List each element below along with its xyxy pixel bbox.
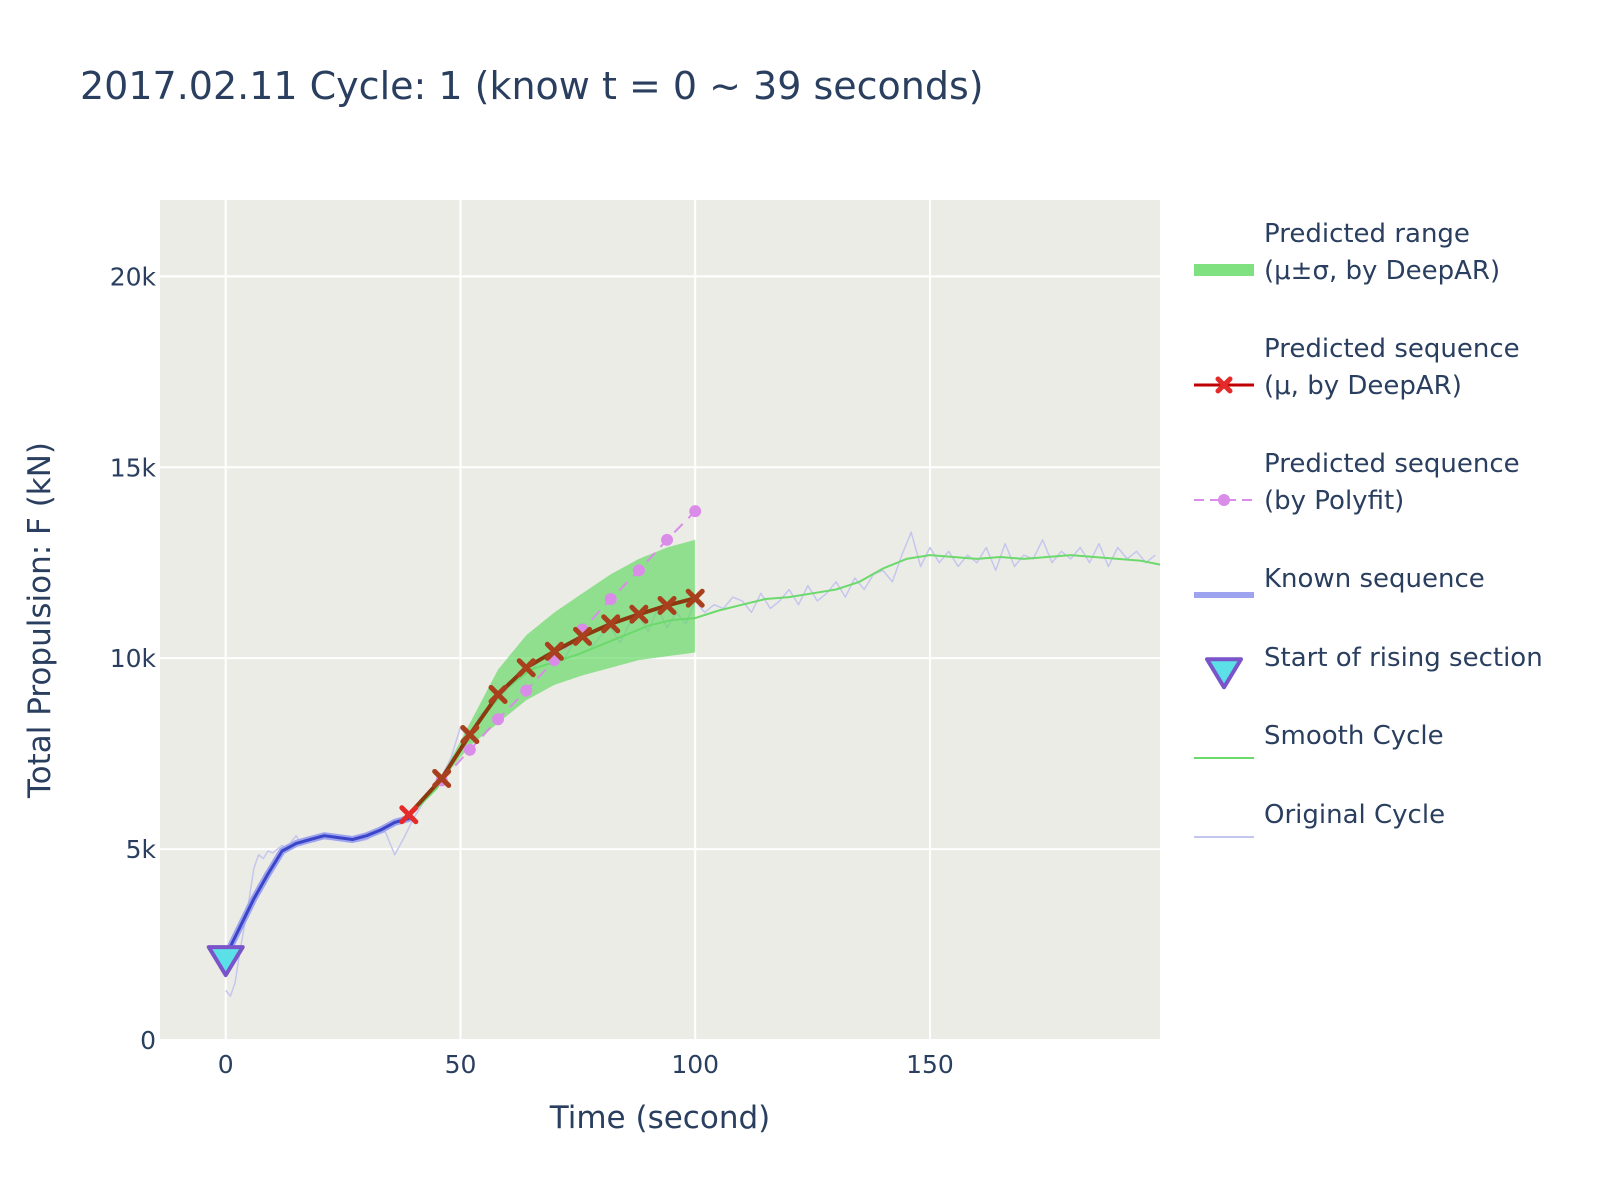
deepar-point-stroke-b bbox=[516, 658, 536, 678]
y-tick-label: 10k bbox=[110, 644, 157, 673]
legend-label: Predicted sequence bbox=[1264, 449, 1520, 479]
deepar-point-stroke-b bbox=[460, 725, 480, 745]
deepar-point bbox=[685, 588, 705, 608]
x-axis-ticks: 0 50 100 150 bbox=[218, 1050, 954, 1079]
legend-symbol-deepar-marker bbox=[1215, 376, 1233, 394]
series-layer bbox=[206, 505, 1161, 997]
legend-item[interactable]: Original Cycle bbox=[1194, 800, 1445, 838]
polyfit-point bbox=[661, 533, 674, 546]
predicted-range-band bbox=[408, 539, 696, 815]
polyfit-point bbox=[632, 564, 645, 577]
x-tick-label: 50 bbox=[445, 1050, 477, 1079]
y-tick-label: 5k bbox=[126, 835, 157, 864]
deepar-point bbox=[573, 626, 593, 646]
deepar-point bbox=[657, 595, 677, 615]
chart-title: 2017.02.11 Cycle: 1 (know t = 0 ~ 39 sec… bbox=[80, 64, 984, 108]
polyfit-point bbox=[689, 505, 702, 518]
y-axis-title: Total Propulsion: F (kN) bbox=[22, 442, 58, 799]
polyfit-point bbox=[492, 713, 505, 726]
plot-area bbox=[160, 200, 1161, 1041]
deepar-point-stroke-b bbox=[544, 641, 564, 661]
y-tick-label: 20k bbox=[110, 262, 157, 291]
legend-item[interactable]: Predicted sequence (μ, by DeepAR) bbox=[1194, 334, 1520, 401]
y-tick-label: 15k bbox=[110, 453, 157, 482]
legend[interactable]: Predicted range(μ±σ, by DeepAR)Predicted… bbox=[1194, 219, 1543, 838]
legend-symbol-polyfit-marker bbox=[1218, 494, 1230, 506]
deepar-point-stroke-b bbox=[629, 604, 649, 624]
x-axis-title: Time (second) bbox=[549, 1100, 770, 1136]
polyfit-point bbox=[604, 593, 617, 605]
legend-label: Smooth Cycle bbox=[1264, 721, 1444, 751]
deepar-point bbox=[544, 641, 564, 661]
gridlines bbox=[160, 200, 1160, 1041]
legend-symbol-start-marker bbox=[1205, 657, 1243, 690]
legend-label: Predicted sequence bbox=[1264, 334, 1520, 364]
legend-label: Original Cycle bbox=[1264, 800, 1445, 830]
y-axis-ticks: 0 5k 10k 15k 20k bbox=[110, 262, 157, 1055]
known-sequence-line bbox=[224, 817, 411, 958]
deepar-point bbox=[488, 684, 508, 704]
legend-symbol-deepar-marker-stroke-b bbox=[1215, 376, 1233, 394]
legend-label: (by Polyfit) bbox=[1264, 486, 1404, 516]
legend-symbol-range bbox=[1194, 264, 1254, 276]
deepar-point-stroke-b bbox=[685, 588, 705, 608]
legend-label: Start of rising section bbox=[1264, 643, 1543, 673]
deepar-point bbox=[601, 614, 621, 634]
deepar-point-stroke-b bbox=[488, 684, 508, 704]
x-tick-label: 150 bbox=[906, 1050, 954, 1079]
deepar-point bbox=[460, 725, 480, 745]
legend-item[interactable]: Start of rising section bbox=[1205, 643, 1543, 690]
deepar-point-stroke-b bbox=[399, 805, 419, 825]
legend-item[interactable]: Predicted sequence (by Polyfit) bbox=[1194, 449, 1520, 516]
y-tick-label: 0 bbox=[140, 1026, 156, 1055]
polyfit-point bbox=[463, 743, 476, 756]
legend-label: Known sequence bbox=[1264, 564, 1485, 594]
deepar-point-stroke-b bbox=[657, 595, 677, 615]
deepar-point bbox=[629, 604, 649, 624]
polyfit-point bbox=[520, 684, 533, 697]
legend-item[interactable]: Known sequence bbox=[1194, 564, 1485, 598]
legend-item[interactable]: Smooth Cycle bbox=[1194, 721, 1444, 759]
smooth-cycle-line bbox=[408, 554, 1161, 818]
deepar-point bbox=[516, 658, 536, 678]
deepar-point-stroke-b bbox=[601, 614, 621, 634]
start-of-rising-marker bbox=[206, 945, 245, 978]
legend-label: (μ, by DeepAR) bbox=[1264, 371, 1462, 401]
deepar-point bbox=[432, 768, 452, 788]
x-tick-label: 0 bbox=[218, 1050, 234, 1079]
legend-item[interactable]: Predicted range (μ±σ, by DeepAR) bbox=[1194, 219, 1500, 286]
deepar-point-stroke-b bbox=[573, 626, 593, 646]
legend-label: (μ±σ, by DeepAR) bbox=[1264, 256, 1500, 286]
legend-label: Predicted range bbox=[1264, 219, 1470, 249]
deepar-point-stroke-b bbox=[432, 768, 452, 788]
x-tick-label: 100 bbox=[671, 1050, 719, 1079]
deepar-point bbox=[399, 805, 419, 825]
